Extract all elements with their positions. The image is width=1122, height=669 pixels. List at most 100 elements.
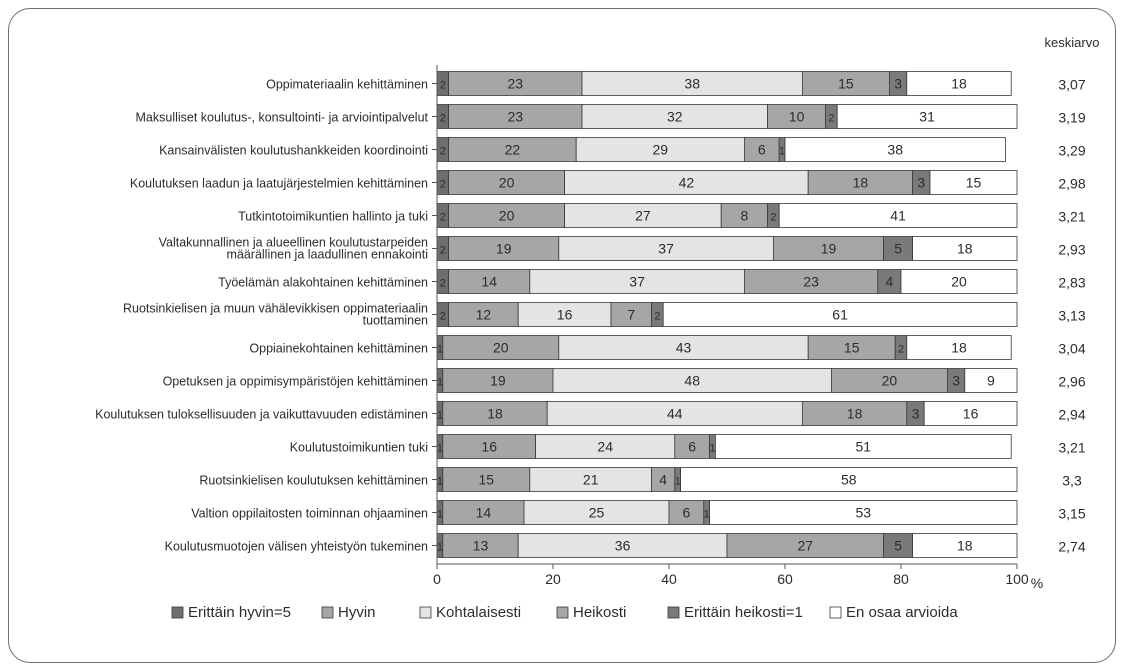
bar-segment xyxy=(912,533,1018,558)
segment-value-label: 2 xyxy=(898,344,904,356)
bar-segment xyxy=(744,269,879,294)
segment-value-label: 21 xyxy=(583,472,599,488)
x-tick-label: 60 xyxy=(777,571,793,587)
segment-value-label: 2 xyxy=(654,311,660,323)
segment-value-label: 2 xyxy=(440,245,446,257)
segment-value-label: 29 xyxy=(653,142,669,158)
segment-value-label: 18 xyxy=(853,175,869,191)
bar-segment xyxy=(923,401,1018,426)
bar-segment xyxy=(807,335,896,360)
bar-segment xyxy=(668,500,705,525)
segment-value-label: 18 xyxy=(847,406,863,422)
bar-segment xyxy=(784,137,1006,162)
segment-value-label: 20 xyxy=(493,340,509,356)
bar-segment xyxy=(564,170,809,195)
segment-value-label: 19 xyxy=(821,241,837,257)
mean-value: 2,96 xyxy=(1058,374,1085,390)
bar-segment xyxy=(715,434,1012,459)
bar-segment xyxy=(448,302,519,327)
segment-value-label: 4 xyxy=(886,274,894,290)
bar-segment xyxy=(831,368,948,393)
segment-value-label: 1 xyxy=(675,476,681,488)
category-label: Maksulliset koulutus-, konsultointi- ja … xyxy=(136,111,429,125)
segment-value-label: 3 xyxy=(917,175,925,191)
segment-value-label: 15 xyxy=(838,76,854,92)
mean-value: 2,94 xyxy=(1058,407,1085,423)
legend-swatch xyxy=(829,606,842,619)
legend-swatch xyxy=(419,606,432,619)
segment-value-label: 58 xyxy=(841,472,857,488)
legend-label: Kohtalaisesti xyxy=(436,604,521,621)
segment-value-label: 20 xyxy=(951,274,967,290)
segment-value-label: 2 xyxy=(440,212,446,224)
category-label: Valtion oppilaitosten toiminnan ohjaamin… xyxy=(191,507,428,521)
segment-value-label: 18 xyxy=(951,340,967,356)
bar-segment xyxy=(448,104,583,129)
x-axis: 0 20 40 60 80 100% xyxy=(432,65,1043,591)
segment-value-label: 1 xyxy=(437,443,443,455)
bar-segment xyxy=(575,137,745,162)
bar-segment xyxy=(442,335,560,360)
bar-segment xyxy=(442,401,548,426)
x-unit-label: % xyxy=(1031,575,1043,591)
legend-label: En osaa arvioida xyxy=(846,604,958,621)
bar-segment xyxy=(906,71,1012,96)
segment-value-label: 5 xyxy=(894,538,902,554)
segment-value-label: 16 xyxy=(963,406,979,422)
segment-value-label: 1 xyxy=(437,476,443,488)
bar-segment xyxy=(883,236,913,261)
bar-segment xyxy=(610,302,652,327)
segment-value-label: 2 xyxy=(440,80,446,92)
bar-segment xyxy=(523,500,670,525)
category-label: Koulutuksen laadun ja laatujärjestelmien… xyxy=(130,177,428,191)
bar-segment xyxy=(767,104,826,129)
segment-value-label: 1 xyxy=(709,443,715,455)
category-label: Tutkintotoimikuntien hallinto ja tuki xyxy=(238,210,428,224)
mean-value: 2,98 xyxy=(1058,176,1085,192)
segment-value-label: 1 xyxy=(437,410,443,422)
segment-value-label: 36 xyxy=(615,538,631,554)
segment-value-label: 2 xyxy=(440,113,446,125)
segment-value-label: 4 xyxy=(659,472,667,488)
segment-value-label: 48 xyxy=(684,373,700,389)
category-label: Kansainvälisten koulutushankkeiden koord… xyxy=(159,144,428,158)
category-label: Opetuksen ja oppimisympäristöjen kehittä… xyxy=(163,375,428,389)
legend-label: Heikosti xyxy=(573,604,626,621)
x-tick-label: 0 xyxy=(433,571,441,587)
mean-value: 3,15 xyxy=(1058,506,1085,522)
bar-segment xyxy=(529,269,745,294)
bar-segment xyxy=(442,500,525,525)
mean-value: 2,83 xyxy=(1058,275,1085,291)
mean-value: 3,13 xyxy=(1058,308,1085,324)
bar-segment xyxy=(900,269,1018,294)
x-tick-label: 80 xyxy=(893,571,909,587)
segment-value-label: 43 xyxy=(676,340,692,356)
segment-value-label: 53 xyxy=(856,505,872,521)
segment-value-label: 12 xyxy=(476,307,492,323)
bar-segment xyxy=(442,467,531,492)
legend-label: Hyvin xyxy=(338,604,376,621)
segment-value-label: 2 xyxy=(828,113,834,125)
x-tick-label: 40 xyxy=(661,571,677,587)
segment-value-label: 3 xyxy=(912,406,920,422)
segment-value-label: 19 xyxy=(490,373,506,389)
segment-value-label: 9 xyxy=(987,373,995,389)
category-label: Koulutusmuotojen välisen yhteistyön tuke… xyxy=(165,540,428,554)
mean-value: 3,19 xyxy=(1058,110,1085,126)
mean-value: 3,07 xyxy=(1058,77,1085,93)
bar-segment xyxy=(581,104,769,129)
segment-value-label: 44 xyxy=(667,406,683,422)
segment-value-label: 2 xyxy=(440,278,446,290)
bar-segment xyxy=(964,368,1018,393)
mean-values: keskiarvo 3,07 3,19 3,29 2,98 3,21 2,93 2,83 3,1… xyxy=(1045,35,1100,555)
segment-value-label: 2 xyxy=(770,212,776,224)
bar-segment xyxy=(448,71,583,96)
segment-value-label: 6 xyxy=(688,439,696,455)
segment-value-label: 38 xyxy=(887,142,903,158)
bar-segment xyxy=(807,170,914,195)
segment-value-label: 32 xyxy=(667,109,683,125)
segment-value-label: 16 xyxy=(481,439,497,455)
segment-value-label: 1 xyxy=(704,509,710,521)
segment-value-label: 5 xyxy=(894,241,902,257)
